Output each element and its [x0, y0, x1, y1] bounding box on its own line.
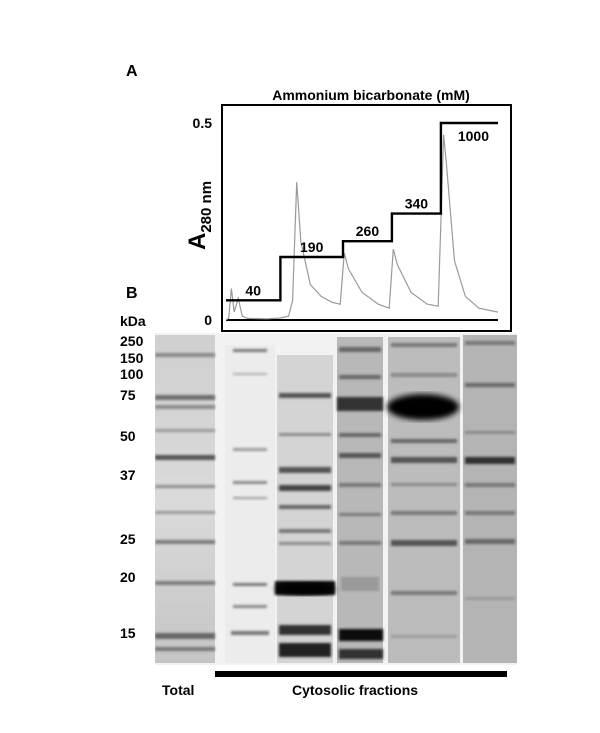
- panel-a-letter: A: [126, 63, 138, 80]
- plot-frame: [221, 104, 512, 332]
- y-axis-label-sub: 280 nm: [198, 181, 215, 233]
- gel-lane-3: [337, 337, 383, 663]
- kda-unit-label: kDa: [120, 313, 146, 329]
- panel-b-letter: B: [126, 285, 138, 302]
- y-axis-label-main: A: [184, 233, 211, 250]
- chart-title: Ammonium bicarbonate (mM): [272, 87, 470, 103]
- step-concentration-label: 260: [356, 223, 380, 239]
- gradient-step-line: [226, 121, 498, 302]
- kda-marker-label: 100: [120, 366, 144, 382]
- step-concentration-label: 190: [300, 239, 324, 255]
- gel-lane-total: [155, 335, 215, 663]
- kda-marker-label: 50: [120, 428, 136, 444]
- kda-marker-label: 150: [120, 350, 144, 366]
- gel-image: [155, 333, 517, 665]
- gel-lane-4: [388, 337, 460, 663]
- svg-text:A280 nm: A280 nm: [184, 181, 215, 250]
- kda-marker-label: 15: [120, 625, 136, 641]
- absorbance-trace: [225, 134, 499, 321]
- label-cytosolic-fractions: Cytosolic fractions: [292, 682, 419, 698]
- kda-marker-label: 250: [120, 333, 144, 349]
- y-tick-label: 0.5: [193, 115, 213, 131]
- gel-lane-5: [463, 335, 517, 663]
- step-concentration-label: 340: [405, 196, 429, 212]
- kda-marker-label: 75: [120, 387, 136, 403]
- cytosolic-fractions-bar: [215, 671, 507, 677]
- step-concentration-label: 40: [245, 282, 261, 298]
- kda-marker-label: 25: [120, 531, 136, 547]
- kda-marker-label: 37: [120, 467, 136, 483]
- label-total: Total: [162, 682, 195, 698]
- sds-page-gel: [155, 333, 517, 665]
- gel-lane-1: [225, 345, 275, 663]
- step-concentration-label: 1000: [458, 128, 489, 144]
- kda-marker-label: 20: [120, 569, 136, 585]
- y-axis-label: A280 nm: [184, 181, 215, 250]
- y-tick-label: 0: [204, 312, 212, 328]
